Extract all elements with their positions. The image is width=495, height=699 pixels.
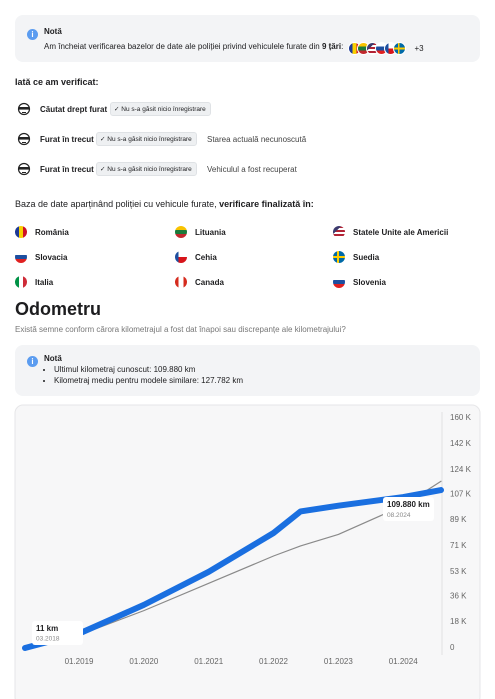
check-note: Vehiculul a fost recuperat [207, 165, 297, 174]
data-label-box [32, 620, 83, 645]
country-flag [15, 226, 27, 238]
x-tick-label: 01.2021 [194, 657, 223, 666]
country-name: Statele Unite ale Americii [353, 228, 449, 237]
checks-title: Iată ce am verificat: [15, 77, 99, 87]
country-name: Suedia [353, 253, 380, 262]
flag-stack: +3 [348, 40, 424, 58]
countries-intro: Baza de date aparținând poliției cu vehi… [15, 199, 314, 209]
country-name: Italia [35, 278, 54, 287]
countries-text: Baza de date aparținând poliției cu vehi… [15, 199, 217, 209]
odometer-note-title: Notă [44, 354, 62, 363]
country-name: Slovenia [353, 278, 386, 287]
y-tick-label: 160 K [450, 413, 472, 422]
y-tick-label: 89 K [450, 515, 467, 524]
thief-icon [17, 162, 31, 176]
odometer-note-item: Kilometraj mediu pentru modele similare:… [54, 375, 243, 386]
badge-text: Nu s-a găsit nicio înregistrare [107, 166, 192, 173]
notice-count: 9 țări [321, 42, 342, 51]
country-name: Canada [195, 278, 224, 287]
flag [393, 42, 406, 56]
country-flag [15, 251, 27, 263]
more-count: +3 [414, 44, 424, 54]
y-tick-label: 142 K [450, 439, 472, 448]
odometer-note-item: Ultimul kilometraj cunoscut: 109.880 km [54, 364, 243, 375]
check-note: Starea actuală necunoscută [207, 135, 307, 144]
country-flag [15, 276, 27, 288]
data-label-box [383, 497, 434, 522]
notice-text: Am încheiat verificarea bazelor de date … [44, 42, 343, 51]
x-tick-label: 01.2024 [389, 657, 418, 666]
country-flag [175, 276, 187, 288]
country-flag [333, 251, 345, 263]
data-label: 109.880 km 08.2024 [383, 497, 434, 522]
check-label: Furat în trecut [40, 135, 94, 144]
x-tick-label: 01.2022 [259, 657, 288, 666]
notice-colon: : [341, 42, 344, 51]
badge-text: Nu s-a găsit nicio înregistrare [107, 136, 192, 143]
y-tick-label: 107 K [450, 489, 472, 498]
check-label: Căutat drept furat [40, 105, 108, 114]
check-label: Furat în trecut [40, 165, 94, 174]
y-tick-label: 71 K [450, 541, 467, 550]
y-tick-label: 0 [450, 643, 455, 652]
odometer-note-list: Ultimul kilometraj cunoscut: 109.880 km … [44, 364, 243, 386]
notice-text-main: Am încheiat verificarea bazelor de date … [44, 42, 320, 51]
data-label: 11 km 03.2018 [32, 620, 83, 645]
country-flag [333, 276, 345, 288]
data-label-date: 03.2018 [36, 636, 60, 643]
info-icon: i [27, 356, 38, 367]
series-line [22, 487, 444, 651]
odometer-title: Odometru [15, 299, 102, 319]
info-icon: i [27, 29, 38, 40]
y-tick-label: 36 K [450, 591, 467, 600]
notice-title: Notă [44, 27, 62, 36]
check-badge: ✓ Nu s-a găsit nicio înregistrare [96, 162, 197, 176]
y-tick-label: 124 K [450, 465, 472, 474]
data-label-value: 109.880 km [387, 500, 430, 509]
odometer-subtitle: Există semne conform cărora kilometrajul… [15, 325, 346, 334]
country-flag [175, 226, 187, 238]
check-badge: ✓ Nu s-a găsit nicio înregistrare [110, 102, 211, 116]
odometer-note-box [15, 345, 480, 396]
x-tick-label: 01.2019 [65, 657, 94, 666]
country-name: Lituania [195, 228, 226, 237]
thief-icon [17, 132, 31, 146]
x-tick-label: 01.2023 [324, 657, 353, 666]
check-badge: ✓ Nu s-a găsit nicio înregistrare [96, 132, 197, 146]
badge-text: Nu s-a găsit nicio înregistrare [121, 106, 206, 113]
data-label-value: 11 km [36, 624, 58, 633]
x-tick-label: 01.2020 [129, 657, 158, 666]
country-flag [175, 251, 187, 263]
country-flag [333, 226, 345, 238]
country-name: România [35, 228, 69, 237]
y-tick-label: 53 K [450, 567, 467, 576]
country-name: Slovacia [35, 253, 68, 262]
country-name: Cehia [195, 253, 217, 262]
y-tick-label: 18 K [450, 617, 467, 626]
countries-text-bold: verificare finalizată în: [219, 199, 314, 209]
thief-icon [17, 102, 31, 116]
data-label-date: 08.2024 [387, 512, 411, 519]
